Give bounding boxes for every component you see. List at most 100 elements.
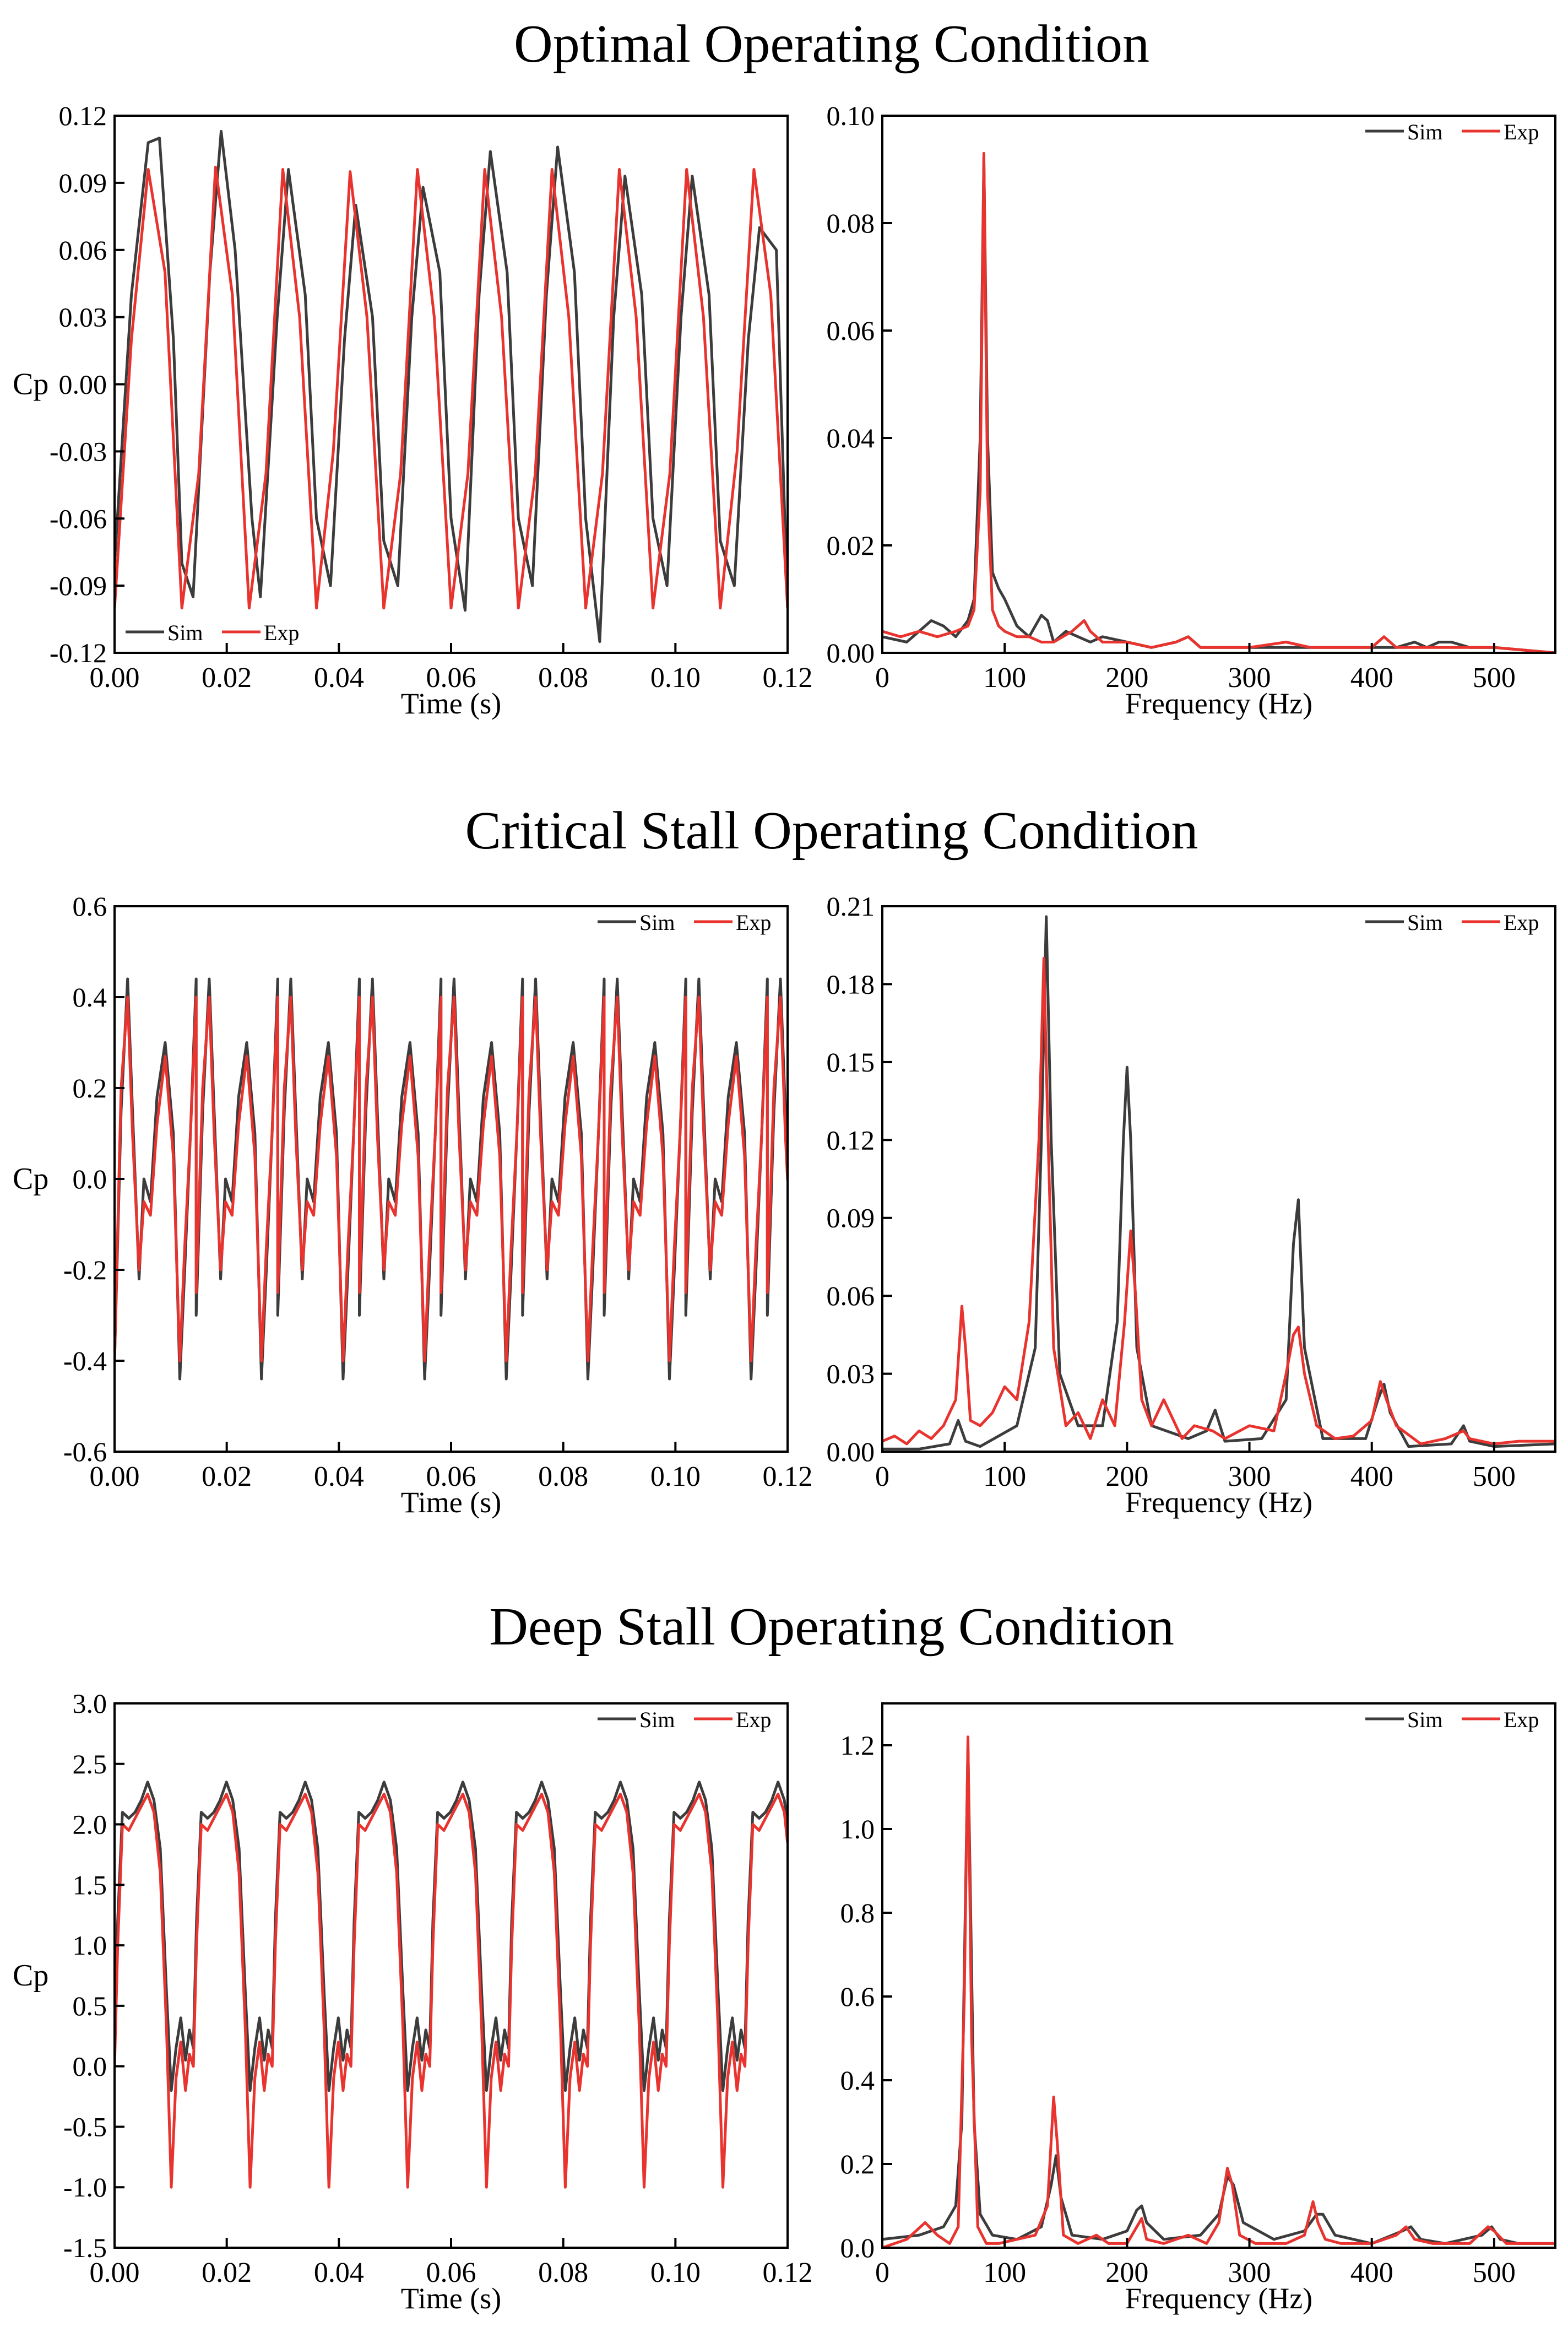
optimal-time-chart: 0.00 0.02 0.04 0.06 0.08 0.10 0.12 -0.12 -0.09 -0…: [13, 100, 813, 720]
critical-time-xtick-label: 0.00: [90, 1461, 140, 1492]
optimal-time-ytick-label: -0.03: [50, 436, 107, 467]
optimal-time-series-exp: [115, 165, 788, 610]
optimal-time-ytick-label: 0.12: [59, 100, 107, 131]
critical-time-ytick-label: -0.2: [63, 1254, 107, 1285]
optimal-time-ytick-label: 0.03: [59, 302, 107, 333]
critical-time-xlabel: Time (s): [401, 1486, 502, 1519]
optimal-freq-xtick-label: 300: [1228, 662, 1271, 694]
critical-freq-xtick-label: 300: [1228, 1461, 1271, 1492]
deep-freq-xtick-label: 300: [1228, 2257, 1271, 2288]
deep-freq-xtick-label: 500: [1473, 2257, 1516, 2288]
critical-freq-ytick-label: 0.15: [827, 1047, 875, 1078]
critical-freq-series-exp: [882, 956, 1555, 1446]
deep-time-legend-label-sim: Sim: [639, 1707, 675, 1732]
optimal-time-xtick-label: 0.00: [90, 662, 140, 694]
critical-time-ytick-label: 0.4: [73, 982, 107, 1013]
critical-time-ytick-label: -0.6: [63, 1436, 107, 1467]
section-title-critical: Critical Stall Operating Condition: [465, 801, 1198, 861]
section-title-deep: Deep Stall Operating Condition: [489, 1597, 1174, 1657]
critical-time-legend: Sim Exp: [598, 910, 771, 935]
optimal-time-xtick-label: 0.06: [426, 662, 476, 694]
deep-time-legend: Sim Exp: [598, 1707, 771, 1732]
critical-freq-ytick-label: 0.18: [827, 968, 875, 999]
optimal-time-xtick-label: 0.04: [314, 662, 364, 694]
deep-time-series-sim: [115, 1781, 788, 2092]
deep-freq-series-exp: [882, 1735, 1555, 2248]
critical-freq-series-sim: [882, 915, 1555, 1451]
critical-time-xtick-label: 0.10: [650, 1461, 701, 1492]
deep-time-xtick-label: 0.06: [426, 2257, 476, 2288]
deep-time-ytick-label: 1.5: [73, 1869, 107, 1900]
critical-freq-ytick-label: 0.00: [827, 1436, 875, 1467]
deep-time-ytick-label: 3.0: [73, 1688, 107, 1719]
critical-freq-xtick-label: 100: [983, 1461, 1026, 1492]
optimal-freq-xtick-label: 200: [1105, 662, 1148, 694]
critical-freq-ytick-label: 0.09: [827, 1203, 875, 1233]
optimal-freq-xtick-label: 500: [1473, 662, 1516, 694]
deep-freq-ytick-label: 0.2: [840, 2149, 875, 2179]
deep-time-series-exp: [115, 1793, 788, 2189]
deep-time-ytick-label: 2.5: [73, 1749, 107, 1779]
critical-time-ylabel: Cp: [13, 1162, 48, 1196]
optimal-time-ytick-label: -0.09: [50, 570, 107, 601]
critical-time-chart: 0.00 0.02 0.04 0.06 0.08 0.10 0.12 -0.6 -0.4 -0.2…: [13, 891, 813, 1519]
deep-time-xtick-label: 0.08: [538, 2257, 588, 2288]
optimal-freq-chart: 0 100 200 300 400 500 0.00 0.02 0.04 0.06 0.08 0.10…: [827, 100, 1556, 720]
deep-time-xlabel: Time (s): [401, 2282, 502, 2315]
optimal-freq-ytick-label: 0.02: [827, 530, 875, 561]
critical-freq-ytick-label: 0.06: [827, 1280, 875, 1311]
critical-freq-xtick-label: 400: [1350, 1461, 1393, 1492]
section-title-optimal: Optimal Operating Condition: [514, 14, 1149, 74]
optimal-freq-xtick-label: 100: [983, 662, 1026, 694]
optimal-freq-legend-label-sim: Sim: [1407, 120, 1442, 144]
deep-freq-xtick-label: 400: [1350, 2257, 1393, 2288]
critical-freq-xtick-label: 200: [1105, 1461, 1148, 1492]
critical-time-ytick-label: 0.0: [73, 1164, 107, 1194]
critical-freq-legend: Sim Exp: [1365, 910, 1539, 935]
deep-time-ylabel: Cp: [13, 1958, 48, 1993]
critical-freq-xtick-label: 0: [875, 1461, 889, 1492]
deep-time-ytick-label: -0.5: [63, 2111, 107, 2142]
deep-freq-legend-label-sim: Sim: [1407, 1707, 1442, 1732]
critical-time-ytick-label: 0.2: [73, 1073, 107, 1103]
critical-freq-legend-label-sim: Sim: [1407, 910, 1442, 935]
deep-time-ytick-label: -1.5: [63, 2232, 107, 2263]
deep-freq-xlabel: Frequency (Hz): [1125, 2282, 1312, 2315]
critical-time-xtick-label: 0.12: [763, 1461, 813, 1492]
deep-time-xtick-label: 0.10: [650, 2257, 701, 2288]
optimal-time-legend-label-exp: Exp: [264, 620, 299, 645]
optimal-time-series-sim: [115, 129, 788, 643]
optimal-time-xtick-label: 0.08: [538, 662, 588, 694]
optimal-time-ylabel: Cp: [13, 367, 48, 402]
optimal-time-ytick-label: 0.06: [59, 235, 107, 266]
deep-freq-xtick-label: 0: [875, 2257, 889, 2288]
critical-time-xtick-label: 0.08: [538, 1461, 588, 1492]
optimal-time-ytick-label: 0.09: [59, 167, 107, 198]
optimal-freq-legend-label-exp: Exp: [1504, 120, 1539, 144]
deep-freq-ytick-label: 0.0: [840, 2232, 875, 2263]
critical-freq-ytick-label: 0.03: [827, 1359, 875, 1389]
deep-freq-legend-label-exp: Exp: [1504, 1707, 1539, 1732]
deep-freq-chart: 0 100 200 300 400 500 0.0 0.2 0.4 0.6 0.8 1.0 1.2 Fre…: [840, 1702, 1556, 2315]
deep-time-ytick-label: 0.5: [73, 1990, 107, 2021]
deep-time-xtick-label: 0.04: [314, 2257, 364, 2288]
deep-freq-ytick-label: 0.6: [840, 1981, 875, 2012]
optimal-freq-ytick-label: 0.08: [827, 208, 875, 239]
deep-time-ytick-label: 0.0: [73, 2051, 107, 2082]
deep-freq-ytick-label: 0.4: [840, 2065, 875, 2096]
critical-freq-legend-label-exp: Exp: [1504, 910, 1539, 935]
optimal-time-ytick-label: 0.00: [59, 369, 107, 400]
deep-freq-ytick-label: 1.0: [840, 1814, 875, 1844]
optimal-freq-ytick-label: 0.04: [827, 423, 875, 453]
optimal-freq-legend: Sim Exp: [1365, 120, 1539, 144]
deep-freq-ytick-label: 0.8: [840, 1897, 875, 1928]
critical-time-ytick-label: -0.4: [63, 1345, 107, 1376]
optimal-time-xtick-label: 0.10: [650, 662, 701, 694]
critical-time-xtick-label: 0.06: [426, 1461, 476, 1492]
optimal-freq-xtick-label: 400: [1350, 662, 1393, 694]
deep-time-ytick-label: -1.0: [63, 2172, 107, 2203]
critical-freq-xlabel: Frequency (Hz): [1125, 1486, 1312, 1519]
critical-freq-ytick-label: 0.12: [827, 1124, 875, 1155]
optimal-time-xtick-label: 0.02: [202, 662, 252, 694]
